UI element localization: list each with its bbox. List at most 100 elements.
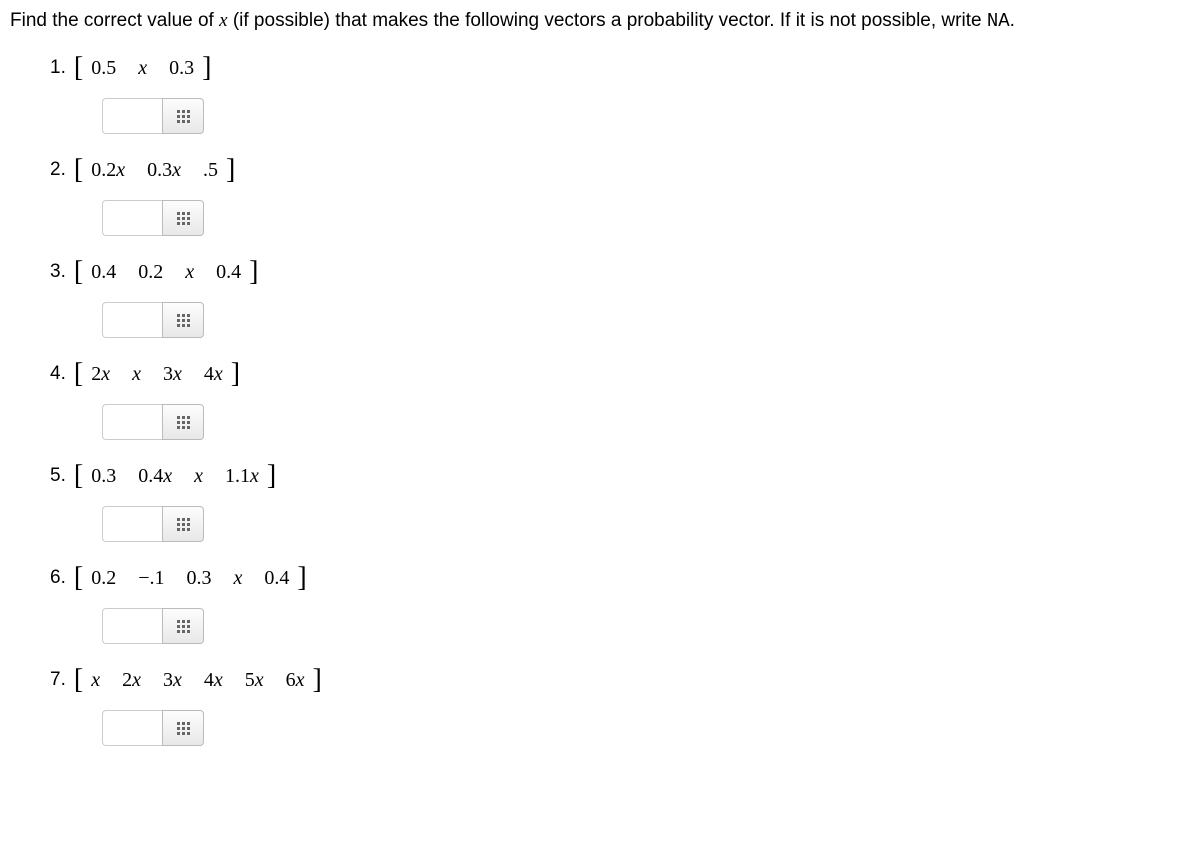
vector-entry: x bbox=[91, 669, 100, 692]
vector-entries: 0.2x0.3x.5 bbox=[87, 159, 222, 182]
coefficient: 4 bbox=[204, 363, 214, 385]
problem: 3. [0.4 0.2 x 0.4] bbox=[50, 256, 1190, 338]
right-bracket: ] bbox=[267, 460, 276, 492]
keypad-button[interactable] bbox=[162, 710, 204, 746]
variable: x bbox=[132, 669, 141, 691]
answer-input[interactable] bbox=[102, 200, 162, 236]
vector-expression: 2.[0.2x0.3x.5] bbox=[50, 154, 1190, 186]
vector-entry: 1.1x bbox=[225, 465, 259, 488]
answer-input[interactable] bbox=[102, 506, 162, 542]
problems-container: 1.[0.5x0.3]2.[0.2x0.3x.5]3.[0.40.2x0.4]4… bbox=[10, 52, 1190, 746]
vector-entry: x bbox=[233, 567, 242, 590]
vector-expression: 7.[x2x3x4x5x6x] bbox=[50, 664, 1190, 696]
vector-entry: 2x bbox=[91, 363, 110, 386]
vector-entry: 0.2x bbox=[91, 159, 125, 182]
right-bracket: ] bbox=[297, 562, 306, 594]
answer-input-row bbox=[50, 710, 1190, 746]
problem: 7.[x2x3x4x5x6x] bbox=[50, 664, 1190, 746]
right-bracket: ] bbox=[313, 664, 322, 696]
vector-entries: 0.2 −.1 0.3 x 0.4 bbox=[87, 567, 293, 590]
right-bracket: ] bbox=[231, 358, 240, 390]
answer-input-row bbox=[50, 608, 1190, 644]
coefficient: 2 bbox=[91, 363, 101, 385]
coefficient: 0.4 bbox=[138, 465, 163, 487]
vector-entry: x bbox=[138, 57, 147, 80]
instruction-middle: (if possible) that makes the following v… bbox=[228, 10, 987, 31]
answer-input[interactable] bbox=[102, 608, 162, 644]
keypad-button[interactable] bbox=[162, 404, 204, 440]
vector-entries: 0.5x0.3 bbox=[87, 57, 198, 80]
keypad-icon bbox=[177, 314, 190, 327]
instruction-text: Find the correct value of x (if possible… bbox=[10, 10, 1190, 32]
vector-entry: 0.4 bbox=[264, 567, 289, 590]
variable: x bbox=[296, 669, 305, 691]
vector-entry: 5x bbox=[245, 669, 264, 692]
coefficient: 0.2 bbox=[91, 159, 116, 181]
vector-entry: 0.2 bbox=[138, 261, 163, 284]
keypad-button[interactable] bbox=[162, 98, 204, 134]
vector-entry: 3x bbox=[163, 669, 182, 692]
instruction-suffix: . bbox=[1010, 10, 1015, 31]
coefficient: 1.1 bbox=[225, 465, 250, 487]
right-bracket: ] bbox=[202, 52, 211, 84]
coefficient: 3 bbox=[163, 363, 173, 385]
answer-input[interactable] bbox=[102, 710, 162, 746]
answer-input[interactable] bbox=[102, 98, 162, 134]
keypad-icon bbox=[177, 518, 190, 531]
vector-entry: 0.5 bbox=[91, 57, 116, 80]
coefficient: 6 bbox=[286, 669, 296, 691]
keypad-button[interactable] bbox=[162, 608, 204, 644]
variable: x bbox=[173, 363, 182, 385]
left-bracket: [ bbox=[74, 256, 83, 288]
keypad-button[interactable] bbox=[162, 506, 204, 542]
problem: 5.[0.30.4xx1.1x] bbox=[50, 460, 1190, 542]
variable: x bbox=[172, 159, 181, 181]
coefficient: 0.3 bbox=[147, 159, 172, 181]
vector-entry: 3x bbox=[163, 363, 182, 386]
problem-number: 2. bbox=[50, 159, 66, 181]
keypad-button[interactable] bbox=[162, 200, 204, 236]
left-bracket: [ bbox=[74, 154, 83, 186]
answer-input[interactable] bbox=[102, 302, 162, 338]
coefficient: 3 bbox=[163, 669, 173, 691]
variable: x bbox=[250, 465, 259, 487]
answer-input-row bbox=[50, 404, 1190, 440]
vector-entry: 0.3 bbox=[186, 567, 211, 590]
problem-number: 3. bbox=[50, 261, 66, 283]
keypad-icon bbox=[177, 212, 190, 225]
keypad-button[interactable] bbox=[162, 302, 204, 338]
keypad-icon bbox=[177, 416, 190, 429]
vector-entry: 0.2 bbox=[91, 567, 116, 590]
vector-entries: 0.4 0.2 x 0.4 bbox=[87, 261, 245, 284]
variable: x bbox=[163, 465, 172, 487]
vector-entry: x bbox=[132, 363, 141, 386]
problem: 2.[0.2x0.3x.5] bbox=[50, 154, 1190, 236]
problem: 1.[0.5x0.3] bbox=[50, 52, 1190, 134]
left-bracket: [ bbox=[74, 358, 83, 390]
left-bracket: [ bbox=[74, 52, 83, 84]
vector-entry: −.1 bbox=[138, 567, 164, 590]
vector-entries: 0.30.4xx1.1x bbox=[87, 465, 263, 488]
vector-entry: 0.4 bbox=[216, 261, 241, 284]
vector-entry: 0.3x bbox=[147, 159, 181, 182]
left-bracket: [ bbox=[74, 562, 83, 594]
vector-entry: x bbox=[185, 261, 194, 284]
vector-expression: 4.[2xx3x4x] bbox=[50, 358, 1190, 390]
variable: x bbox=[214, 363, 223, 385]
problem-number: 4. bbox=[50, 363, 66, 385]
vector-entry: .5 bbox=[203, 159, 218, 182]
answer-input-row bbox=[50, 98, 1190, 134]
right-bracket: ] bbox=[249, 256, 258, 288]
keypad-icon bbox=[177, 722, 190, 735]
vector-entry: 0.4 bbox=[91, 261, 116, 284]
answer-input-row bbox=[50, 506, 1190, 542]
problem-number: 6. bbox=[50, 567, 66, 589]
variable: x bbox=[101, 363, 110, 385]
variable: x bbox=[116, 159, 125, 181]
problem-number: 5. bbox=[50, 465, 66, 487]
vector-entry: x bbox=[194, 465, 203, 488]
vector-entry: 6x bbox=[286, 669, 305, 692]
keypad-icon bbox=[177, 620, 190, 633]
vector-expression: 5.[0.30.4xx1.1x] bbox=[50, 460, 1190, 492]
answer-input[interactable] bbox=[102, 404, 162, 440]
